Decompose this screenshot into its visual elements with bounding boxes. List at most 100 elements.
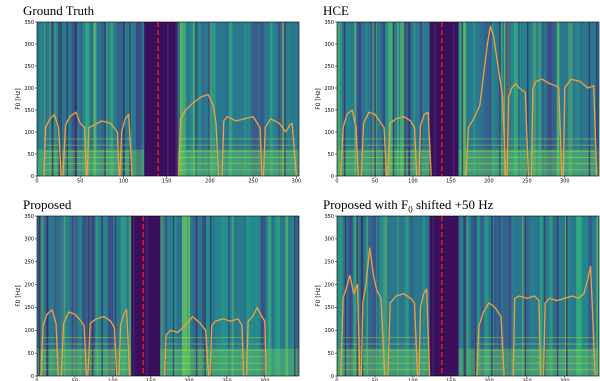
spectro-texture xyxy=(349,216,353,376)
spectro-texture xyxy=(37,22,41,176)
f0-contour-4 xyxy=(465,25,507,176)
spectro-texture xyxy=(200,22,202,176)
f0-contour-1 xyxy=(62,111,87,176)
spectro-texture xyxy=(550,216,553,376)
x-tick-label: 0 xyxy=(335,179,338,185)
x-tick-label: 50 xyxy=(372,379,378,381)
spectro-texture xyxy=(551,216,558,376)
spectro-gap xyxy=(58,22,60,176)
spectro-texture xyxy=(362,22,365,176)
spectro-texture xyxy=(43,22,46,176)
spectrogram-image xyxy=(37,216,299,376)
spectro-texture xyxy=(341,22,344,176)
spectro-texture xyxy=(354,22,357,176)
f0-contour-1 xyxy=(60,311,88,376)
y-tick-label: 250 xyxy=(24,260,34,266)
spectro-texture xyxy=(267,216,272,376)
plot-frame xyxy=(36,215,300,377)
spectro-gap xyxy=(209,216,212,376)
f0-contour-5 xyxy=(221,115,263,176)
spectro-gap xyxy=(293,216,296,376)
spectro-texture xyxy=(383,216,388,376)
y-tick-label: 300 xyxy=(24,237,34,243)
y-tick-label: 50 xyxy=(328,152,334,158)
spectro-texture xyxy=(345,22,351,176)
spectro-gap xyxy=(104,22,106,176)
spectro-texture xyxy=(289,216,291,376)
y-tick-label: 200 xyxy=(24,282,34,288)
spectro-texture xyxy=(483,22,489,176)
spectro-texture xyxy=(244,216,246,376)
y-axis-label: F0 [Hz] xyxy=(15,88,22,110)
f0-contour-3 xyxy=(418,111,432,176)
spectro-texture xyxy=(83,22,85,176)
f0-contour-0 xyxy=(340,109,359,176)
spectro-gap xyxy=(91,216,94,376)
f0-contour-5 xyxy=(209,318,245,376)
spectro-texture xyxy=(250,22,255,176)
spectro-texture xyxy=(274,216,277,376)
silence-region xyxy=(131,216,161,376)
f0-contour-3 xyxy=(418,288,431,376)
y-tick-label: 350 xyxy=(324,214,334,220)
spectro-texture xyxy=(482,216,488,376)
spectro-gap xyxy=(392,22,395,176)
y-tick-label: 250 xyxy=(24,64,34,70)
spectro-texture xyxy=(537,22,542,176)
spectro-texture xyxy=(171,216,174,376)
spectro-texture xyxy=(419,22,423,176)
x-tick-label: 150 xyxy=(162,179,172,185)
spectro-texture xyxy=(504,216,508,376)
spectro-texture xyxy=(73,216,76,376)
spectro-texture xyxy=(385,22,391,176)
spectro-texture xyxy=(254,216,259,376)
spectro-gap xyxy=(526,22,529,176)
f0-contour-0 xyxy=(40,309,59,376)
f0-contour-2 xyxy=(86,120,120,176)
spectro-texture xyxy=(580,22,583,176)
spectro-texture xyxy=(171,216,178,376)
spectro-texture xyxy=(596,22,599,176)
spectro-gap xyxy=(284,22,286,176)
spectro-texture xyxy=(188,216,191,376)
spectro-texture xyxy=(547,22,552,176)
spectro-texture xyxy=(500,22,503,176)
x-tick-label: 50 xyxy=(372,179,378,185)
spectro-texture xyxy=(380,22,383,176)
y-tick-label: 300 xyxy=(324,237,334,243)
x-tick-label: 250 xyxy=(522,379,532,381)
spectro-texture xyxy=(465,216,471,376)
spectro-texture xyxy=(259,216,266,376)
y-tick-label: 200 xyxy=(324,86,334,92)
spectro-texture xyxy=(479,22,484,176)
spectro-texture xyxy=(54,216,59,376)
y-tick-label: 100 xyxy=(324,328,334,334)
spectro-texture xyxy=(532,22,538,176)
spectro-gap xyxy=(167,22,169,176)
f0-contour-4 xyxy=(476,302,505,376)
spectro-texture xyxy=(546,22,550,176)
spectro-texture xyxy=(190,22,195,176)
spectro-texture xyxy=(117,22,123,176)
spectro-texture xyxy=(207,22,211,176)
spectro-gap xyxy=(491,216,493,376)
spectro-gap xyxy=(556,216,559,376)
y-tick-label: 200 xyxy=(24,86,34,92)
x-tick-label: 150 xyxy=(146,379,156,381)
f0-contour-6 xyxy=(245,306,267,376)
spectro-texture xyxy=(248,216,254,376)
spectro-texture xyxy=(67,216,70,376)
spectro-texture xyxy=(344,216,350,376)
f0-contour-4 xyxy=(178,93,220,176)
plot-frame xyxy=(336,215,600,377)
spectro-texture xyxy=(81,216,87,376)
spectro-texture xyxy=(341,22,347,176)
spectro-texture xyxy=(269,216,271,376)
spectro-texture xyxy=(295,216,299,376)
spectro-texture xyxy=(340,22,342,176)
spectro-texture xyxy=(229,216,234,376)
spectro-gap xyxy=(75,22,78,176)
spectro-texture xyxy=(393,22,396,176)
spectro-texture xyxy=(553,216,558,376)
spectro-gap xyxy=(38,216,41,376)
